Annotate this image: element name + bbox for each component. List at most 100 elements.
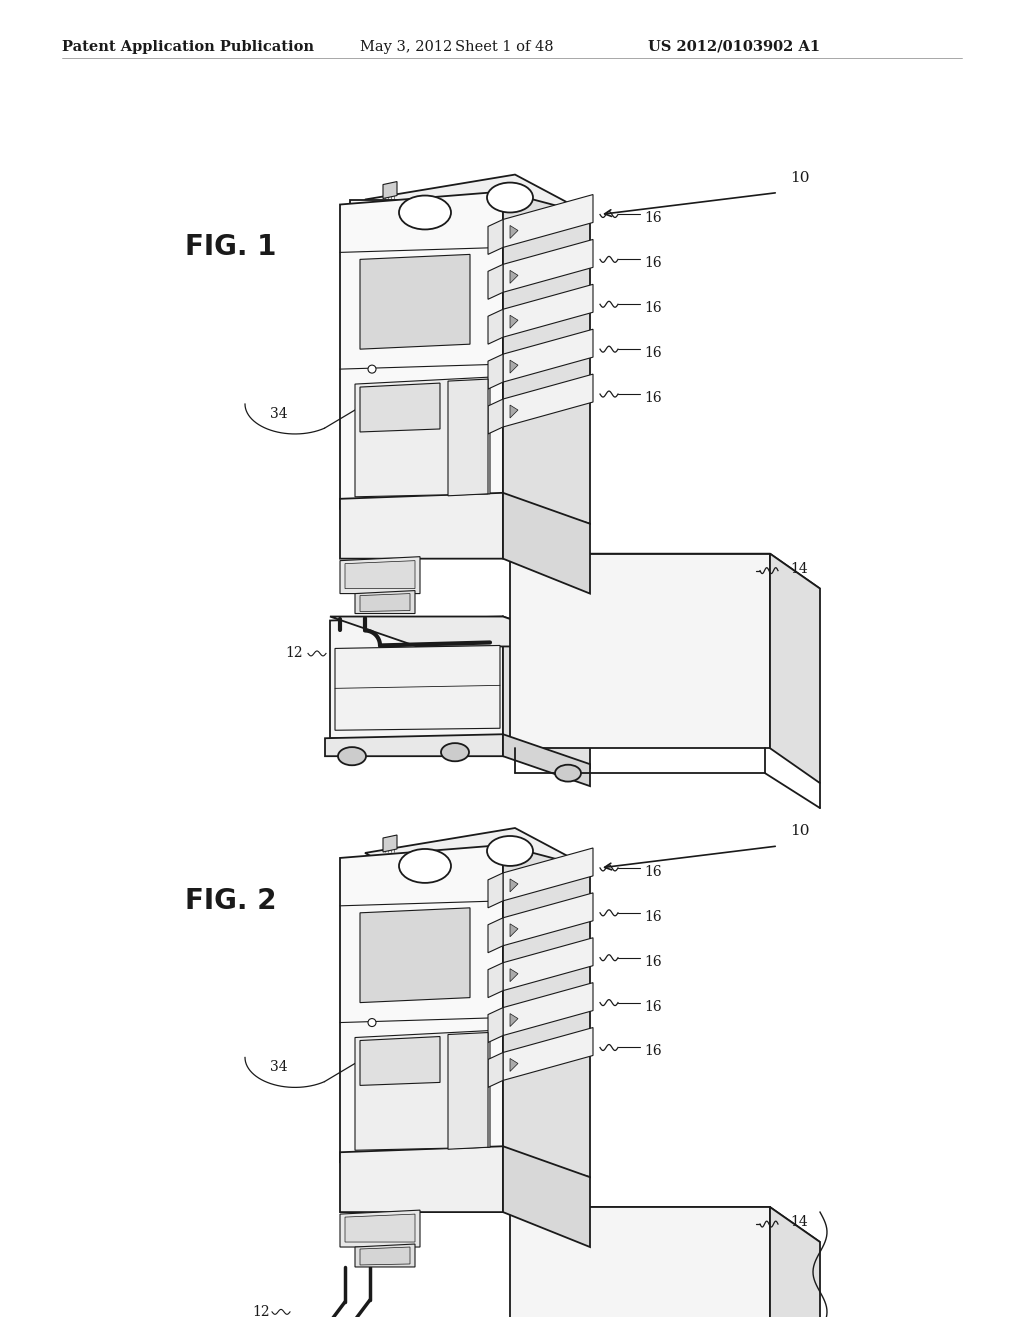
Text: FIG. 1: FIG. 1 <box>185 234 276 261</box>
Polygon shape <box>503 329 593 381</box>
Ellipse shape <box>368 366 376 374</box>
Text: 12: 12 <box>252 1305 269 1319</box>
Ellipse shape <box>368 1019 376 1027</box>
Text: 16: 16 <box>644 211 662 226</box>
Text: 14: 14 <box>790 1216 808 1229</box>
Polygon shape <box>449 1032 488 1150</box>
Polygon shape <box>510 271 518 284</box>
Polygon shape <box>503 937 593 990</box>
Text: 10: 10 <box>790 824 810 838</box>
Polygon shape <box>488 219 503 255</box>
Polygon shape <box>488 264 503 300</box>
Polygon shape <box>355 1031 490 1150</box>
Polygon shape <box>340 191 503 508</box>
Text: US 2012/0103902 A1: US 2012/0103902 A1 <box>648 40 820 54</box>
Polygon shape <box>503 284 593 337</box>
Text: 12: 12 <box>285 647 303 660</box>
Polygon shape <box>355 378 490 496</box>
Text: 10: 10 <box>790 170 810 185</box>
Polygon shape <box>383 836 397 851</box>
Polygon shape <box>355 1243 415 1267</box>
Polygon shape <box>335 645 500 730</box>
Polygon shape <box>503 239 593 292</box>
Polygon shape <box>510 226 518 239</box>
Polygon shape <box>360 1036 440 1085</box>
Polygon shape <box>355 590 415 614</box>
Polygon shape <box>360 255 470 350</box>
Polygon shape <box>503 492 590 594</box>
Polygon shape <box>449 379 488 496</box>
Polygon shape <box>510 1059 518 1072</box>
Polygon shape <box>503 616 590 768</box>
Text: 16: 16 <box>644 999 662 1014</box>
Text: 18: 18 <box>463 1089 481 1102</box>
Polygon shape <box>503 1146 590 1247</box>
Ellipse shape <box>555 764 581 781</box>
Polygon shape <box>488 354 503 389</box>
Text: Sheet 1 of 48: Sheet 1 of 48 <box>455 40 554 54</box>
Text: 16: 16 <box>644 346 662 360</box>
Polygon shape <box>340 845 503 1162</box>
Polygon shape <box>345 561 415 589</box>
Polygon shape <box>488 917 503 953</box>
Polygon shape <box>770 1206 820 1320</box>
Polygon shape <box>340 1210 420 1247</box>
Text: 16: 16 <box>644 954 662 969</box>
Text: 14: 14 <box>790 561 808 576</box>
Polygon shape <box>360 908 470 1003</box>
Polygon shape <box>503 1027 593 1080</box>
Polygon shape <box>488 1007 503 1043</box>
Ellipse shape <box>338 747 366 766</box>
Polygon shape <box>340 1146 503 1212</box>
Polygon shape <box>350 199 500 499</box>
Text: 16: 16 <box>644 301 662 315</box>
Ellipse shape <box>487 836 534 866</box>
Polygon shape <box>345 1214 415 1242</box>
Polygon shape <box>488 399 503 434</box>
Polygon shape <box>365 174 590 239</box>
Polygon shape <box>503 194 593 247</box>
Text: 16: 16 <box>644 391 662 405</box>
Polygon shape <box>360 594 410 611</box>
Polygon shape <box>510 553 770 748</box>
Ellipse shape <box>399 849 451 883</box>
Polygon shape <box>383 182 397 198</box>
Polygon shape <box>510 553 820 589</box>
Text: 16: 16 <box>644 1044 662 1059</box>
Text: 34: 34 <box>270 407 288 421</box>
Ellipse shape <box>487 182 534 213</box>
Ellipse shape <box>441 743 469 762</box>
Polygon shape <box>510 1014 518 1027</box>
Polygon shape <box>503 847 593 900</box>
Polygon shape <box>488 309 503 345</box>
Polygon shape <box>510 405 518 418</box>
Polygon shape <box>510 315 518 329</box>
Polygon shape <box>488 873 503 908</box>
Polygon shape <box>340 557 420 594</box>
Polygon shape <box>510 879 518 892</box>
Text: FIG. 2: FIG. 2 <box>185 887 276 915</box>
Polygon shape <box>325 734 503 756</box>
Text: 34: 34 <box>270 1060 288 1074</box>
Polygon shape <box>503 374 593 426</box>
Polygon shape <box>330 616 503 738</box>
Text: Patent Application Publication: Patent Application Publication <box>62 40 314 54</box>
Text: 18: 18 <box>463 436 481 449</box>
Ellipse shape <box>399 195 451 230</box>
Text: 16: 16 <box>644 909 662 924</box>
Polygon shape <box>510 969 518 982</box>
Polygon shape <box>510 924 518 937</box>
Text: 16: 16 <box>644 256 662 271</box>
Polygon shape <box>488 962 503 998</box>
Polygon shape <box>510 1206 820 1242</box>
Polygon shape <box>503 191 590 524</box>
Polygon shape <box>340 492 503 558</box>
Polygon shape <box>503 982 593 1035</box>
Polygon shape <box>770 553 820 783</box>
Polygon shape <box>503 845 590 1177</box>
Polygon shape <box>488 1052 503 1088</box>
Polygon shape <box>330 616 590 647</box>
Text: May 3, 2012: May 3, 2012 <box>360 40 453 54</box>
Polygon shape <box>360 383 440 432</box>
Polygon shape <box>365 828 590 892</box>
